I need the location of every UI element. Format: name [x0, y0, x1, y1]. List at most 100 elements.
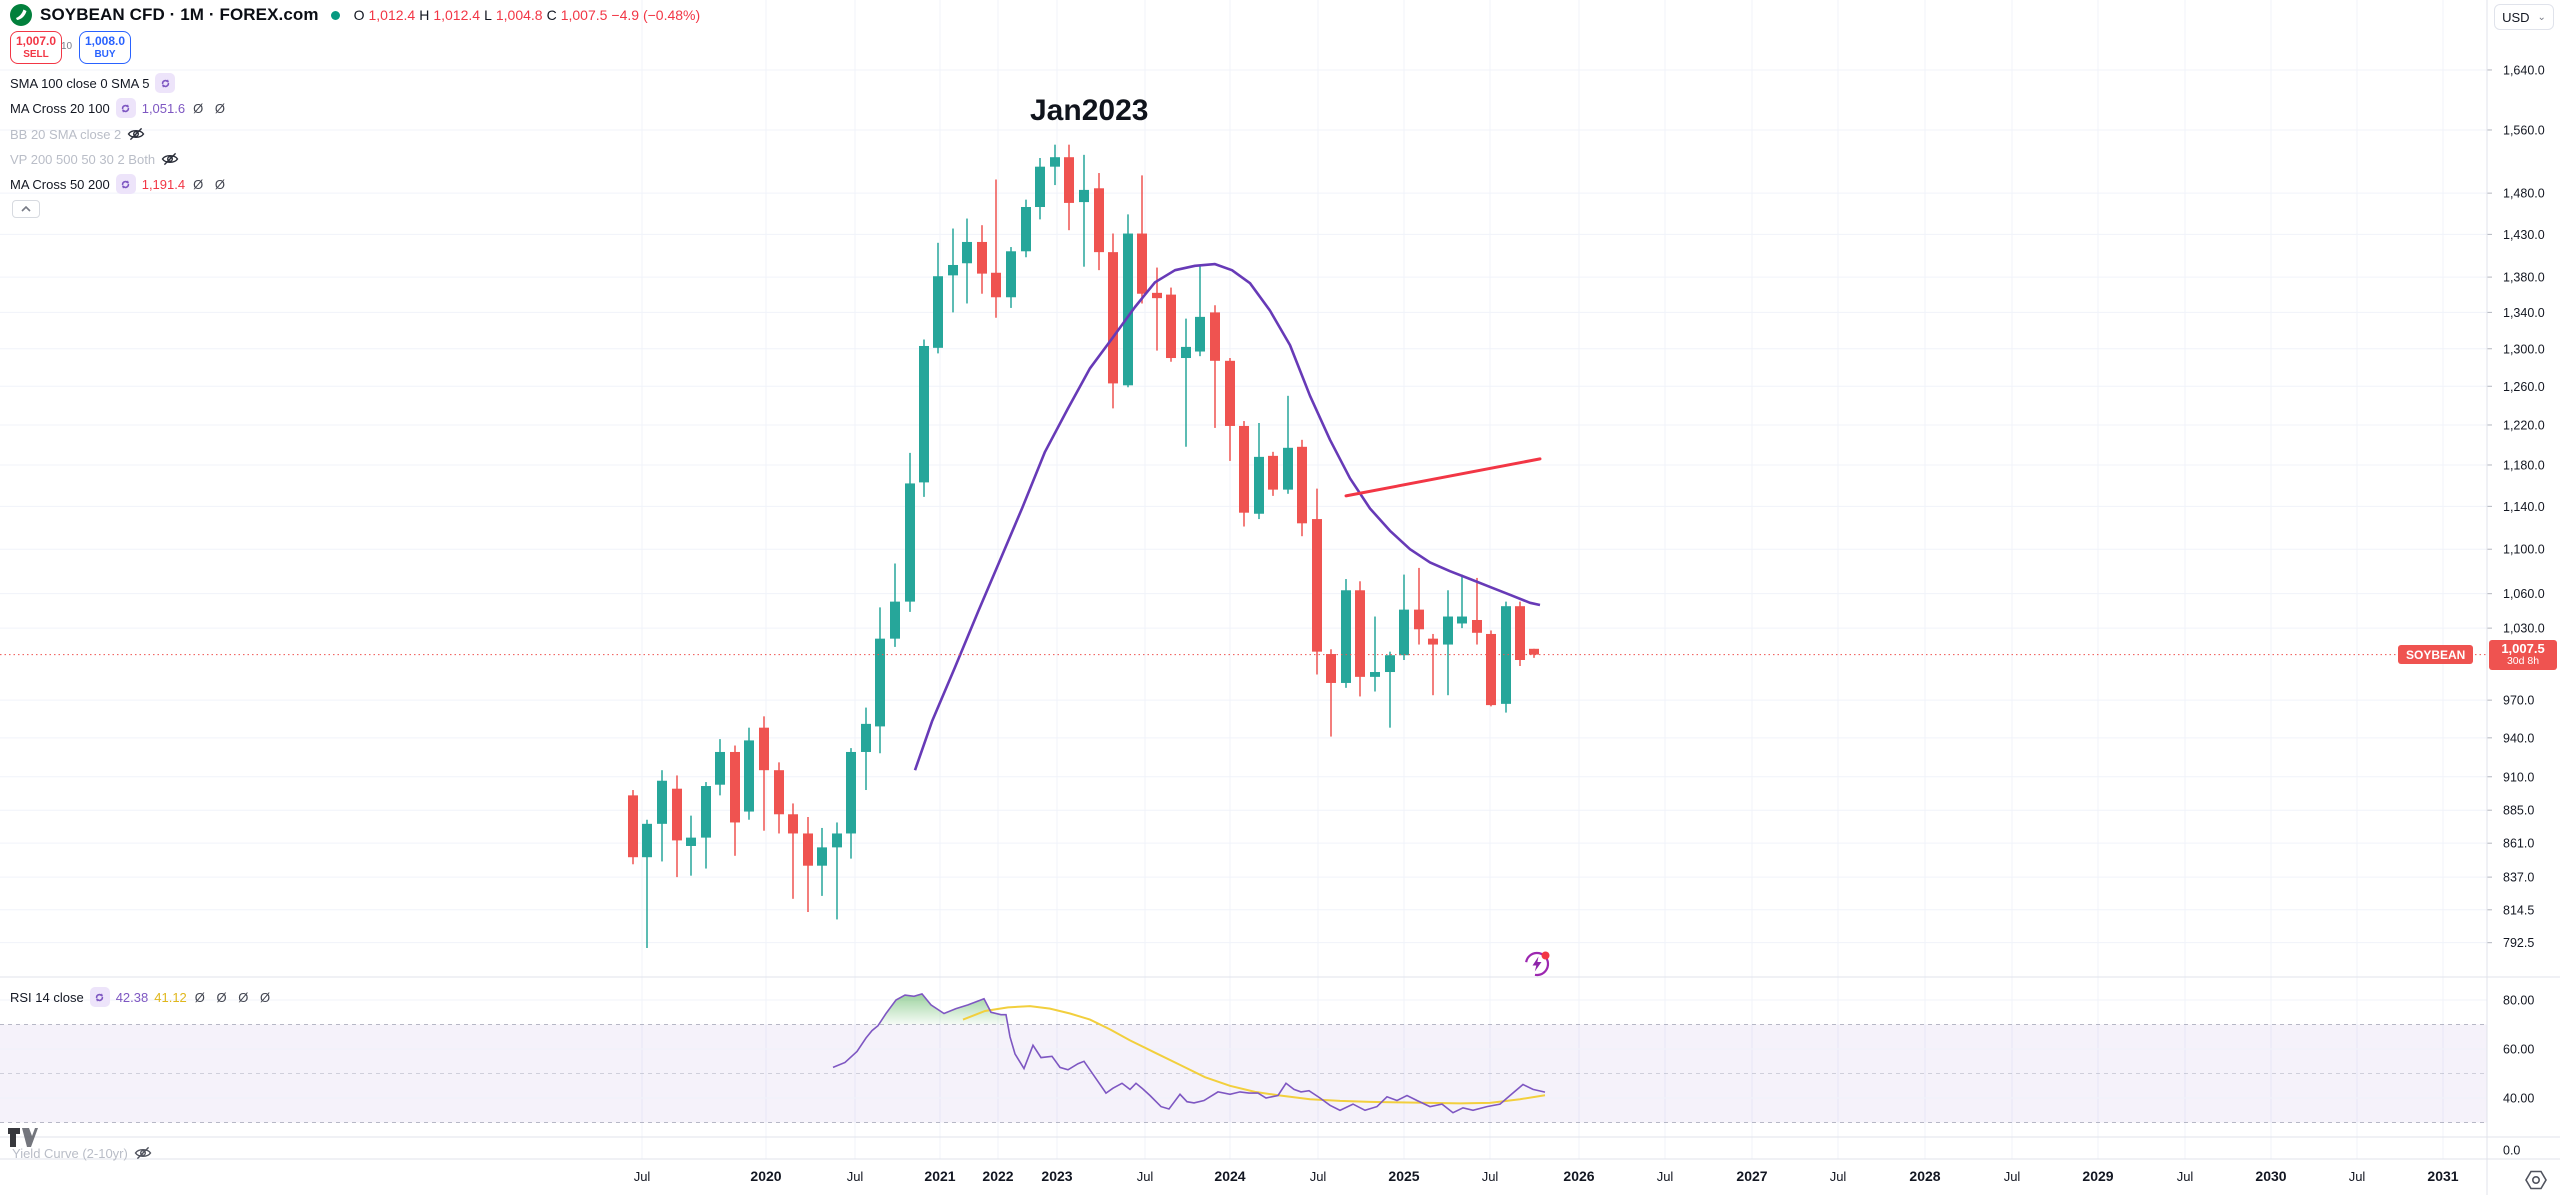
time-tick-label[interactable]: Jul	[2177, 1169, 2194, 1184]
time-tick-label[interactable]: Jul	[1657, 1169, 1674, 1184]
sell-label: SELL	[23, 48, 49, 60]
indicator-row-vp[interactable]: VP 200 500 50 30 2 Both	[10, 149, 179, 169]
indicator-row-ma-cross-20-100[interactable]: MA Cross 20 100 1,051.6 Ø Ø	[10, 98, 229, 118]
eye-off-icon[interactable]	[134, 1146, 152, 1160]
loading-spinner-icon	[89, 987, 110, 1007]
candle-body	[1152, 292, 1162, 299]
time-tick-label[interactable]: 2022	[982, 1168, 1013, 1184]
indicator-title[interactable]: MA Cross 50 200	[10, 176, 110, 192]
price-tick-label: 837.0	[2503, 871, 2534, 885]
time-tick-label[interactable]: 2024	[1214, 1168, 1245, 1184]
time-tick-label[interactable]: Jul	[634, 1169, 651, 1184]
ma-line	[913, 262, 1541, 771]
candle-body	[1472, 619, 1482, 633]
time-tick-label[interactable]: 2028	[1909, 1168, 1940, 1184]
indicator-title[interactable]: RSI 14 close	[10, 989, 84, 1005]
candle-body	[803, 833, 813, 866]
sell-price: 1,007.0	[15, 34, 57, 49]
price-tick-label: 1,100.0	[2503, 543, 2545, 557]
eye-off-icon[interactable]	[161, 152, 179, 166]
gear-icon-center[interactable]	[2532, 1176, 2541, 1185]
quick-trade-button[interactable]	[1522, 948, 1552, 978]
symbol-title[interactable]: SOYBEAN CFD · 1M · FOREX.com	[40, 5, 319, 24]
price-tick-label: 1,030.0	[2503, 622, 2545, 636]
legend-collapse-button[interactable]	[12, 200, 40, 218]
time-tick-label[interactable]: Jul	[847, 1169, 864, 1184]
rsi-tick-label: 60.00	[2503, 1043, 2534, 1057]
indicator-row-yield-curve[interactable]: Yield Curve (2-10yr)	[12, 1143, 152, 1163]
candle-body	[686, 837, 696, 846]
time-tick-label[interactable]: Jul	[1830, 1169, 1847, 1184]
time-tick-label[interactable]: 2025	[1388, 1168, 1419, 1184]
trend-line[interactable]	[1344, 457, 1542, 498]
chart-text-annotation[interactable]: Jan2023	[1030, 94, 1149, 127]
candle-body	[1355, 590, 1365, 677]
indicator-row-rsi[interactable]: RSI 14 close 42.38 41.12 Ø Ø Ø Ø	[10, 987, 274, 1007]
time-tick-label[interactable]: 2026	[1563, 1168, 1594, 1184]
gear-icon[interactable]	[2525, 1170, 2547, 1190]
indicator-title[interactable]: VP 200 500 50 30 2 Both	[10, 151, 156, 167]
time-tick-label[interactable]: 2029	[2082, 1168, 2113, 1184]
spread-value: 10	[61, 41, 73, 52]
indicator-title[interactable]: BB 20 SMA close 2	[10, 126, 122, 142]
ohlc-readout: O 1,012.4 H 1,012.4 L 1,004.8 C 1,007.5 −4.9…	[354, 7, 701, 23]
indicator-row-bb[interactable]: BB 20 SMA close 2	[10, 124, 145, 144]
candle-body	[701, 786, 711, 838]
indicator-scale-toggles[interactable]: Ø Ø	[193, 100, 229, 116]
rsi-band	[0, 1024, 2487, 1123]
candle-body	[1268, 455, 1278, 490]
tradingview-logo[interactable]	[8, 1128, 38, 1152]
price-tick-label: 1,220.0	[2503, 418, 2545, 432]
time-tick-label[interactable]: Jul	[2349, 1169, 2366, 1184]
candle-body	[1166, 294, 1176, 359]
candle-body	[1006, 251, 1016, 298]
time-tick-label[interactable]: Jul	[2004, 1169, 2021, 1184]
time-tick-label[interactable]: Jul	[1310, 1169, 1327, 1184]
indicator-row-ma-cross-50-200[interactable]: MA Cross 50 200 1,191.4 Ø Ø	[10, 174, 229, 194]
price-tick-label: 1,560.0	[2503, 123, 2545, 137]
last-price-label[interactable]: 1,007.5 30d 8h	[2489, 639, 2557, 670]
candle-body	[846, 751, 856, 834]
close-value: 1,007.5	[560, 7, 608, 23]
indicator-scale-toggles[interactable]: Ø Ø	[193, 176, 229, 192]
time-tick-label[interactable]: 2027	[1736, 1168, 1767, 1184]
indicator-title[interactable]: MA Cross 20 100	[10, 100, 110, 116]
rsi-tick-label: 80.00	[2503, 994, 2534, 1008]
candle-body	[991, 272, 1001, 298]
close-label: C	[546, 7, 557, 23]
candle-body	[1399, 609, 1409, 656]
time-tick-label[interactable]: 2020	[750, 1168, 781, 1184]
sell-button[interactable]: 1,007.0 SELL	[10, 31, 62, 64]
candle-body	[1079, 189, 1089, 203]
candle-body	[962, 241, 972, 264]
price-line-symbol-tag[interactable]: SOYBEAN	[2398, 645, 2474, 665]
price-tick-label: 1,060.0	[2503, 587, 2545, 601]
candle-body	[861, 723, 871, 752]
time-tick-label[interactable]: 2023	[1041, 1168, 1072, 1184]
candle-body	[905, 483, 915, 602]
indicator-title[interactable]: SMA 100 close 0 SMA 5	[10, 75, 150, 91]
indicator-scale-toggles[interactable]: Ø Ø Ø Ø	[194, 989, 275, 1005]
time-tick-label[interactable]: Jul	[1482, 1169, 1499, 1184]
indicator-title[interactable]: Yield Curve (2-10yr)	[12, 1145, 128, 1161]
time-tick-label[interactable]: 2030	[2255, 1168, 2286, 1184]
eye-off-icon[interactable]	[127, 127, 145, 141]
candle-body	[774, 770, 784, 815]
candle-body	[1515, 606, 1525, 660]
last-price-value: 1,007.5	[2501, 640, 2545, 656]
buy-button[interactable]: 1,008.0 BUY	[79, 31, 131, 64]
currency-selector[interactable]: USD ⌄	[2494, 4, 2554, 30]
candle-body	[1283, 447, 1293, 490]
indicator-row-sma[interactable]: SMA 100 close 0 SMA 5	[10, 73, 176, 93]
rsi-tick-label: 40.00	[2503, 1092, 2534, 1106]
market-status-icon[interactable]	[330, 10, 340, 20]
candle-body	[1195, 316, 1205, 352]
price-tick-label: 1,340.0	[2503, 306, 2545, 320]
price-tick-label: 792.5	[2503, 936, 2534, 950]
time-tick-label[interactable]: 2021	[924, 1168, 955, 1184]
time-tick-label[interactable]: Jul	[1137, 1169, 1154, 1184]
time-tick-label[interactable]: 2031	[2427, 1168, 2458, 1184]
price-tick-label: 1,430.0	[2503, 228, 2545, 242]
